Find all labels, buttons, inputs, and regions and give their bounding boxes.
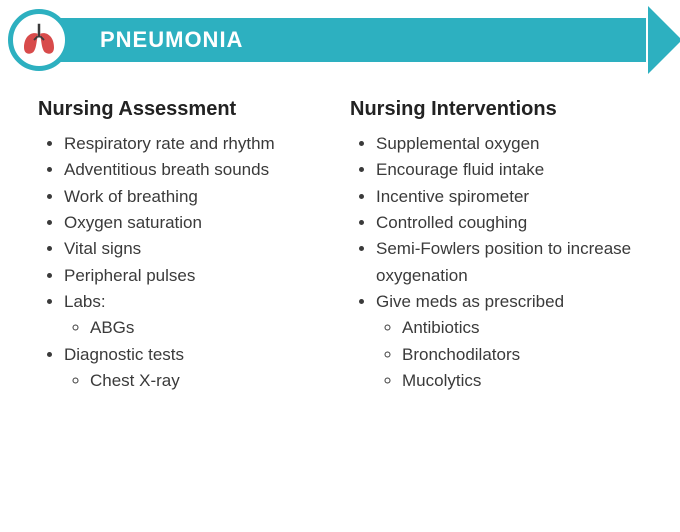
sub-list-item: Antibiotics <box>402 315 644 341</box>
sub-list: ABGs <box>64 315 332 341</box>
list-item: Encourage fluid intake <box>376 157 652 183</box>
assessment-list: Respiratory rate and rhythmAdventitious … <box>38 131 340 394</box>
list-item: Supplemental oxygen <box>376 131 652 157</box>
banner-arrow-head <box>648 6 680 74</box>
sub-list-item: ABGs <box>90 315 332 341</box>
list-item: Vital signs <box>64 236 340 262</box>
list-item: Incentive spirometer <box>376 184 652 210</box>
list-item: Peripheral pulses <box>64 263 340 289</box>
sub-list: AntibioticsBronchodilatorsMucolytics <box>376 315 644 394</box>
assessment-heading: Nursing Assessment <box>38 98 340 121</box>
content-area: Nursing Assessment Respiratory rate and … <box>0 68 680 394</box>
list-item: Oxygen saturation <box>64 210 340 236</box>
sub-list-item: Mucolytics <box>402 368 644 394</box>
interventions-column: Nursing Interventions Supplemental oxyge… <box>350 98 652 394</box>
list-item: Controlled coughing <box>376 210 652 236</box>
header-banner: PNEUMONIA <box>0 12 680 68</box>
banner-arrow-body: PNEUMONIA <box>30 18 680 62</box>
sub-list: Chest X-ray <box>64 368 332 394</box>
interventions-heading: Nursing Interventions <box>350 98 652 121</box>
interventions-list: Supplemental oxygenEncourage fluid intak… <box>350 131 652 394</box>
assessment-column: Nursing Assessment Respiratory rate and … <box>38 98 340 394</box>
list-item: Give meds as prescribedAntibioticsBronch… <box>376 289 652 394</box>
banner-title: PNEUMONIA <box>100 27 243 53</box>
list-item: Adventitious breath sounds <box>64 157 340 183</box>
list-item: Work of breathing <box>64 184 340 210</box>
sub-list-item: Chest X-ray <box>90 368 332 394</box>
list-item: Respiratory rate and rhythm <box>64 131 340 157</box>
list-item: Diagnostic testsChest X-ray <box>64 342 340 395</box>
sub-list-item: Bronchodilators <box>402 342 644 368</box>
list-item: Labs:ABGs <box>64 289 340 342</box>
list-item: Semi-Fowlers position to increase oxygen… <box>376 236 652 289</box>
lungs-icon <box>8 9 70 71</box>
